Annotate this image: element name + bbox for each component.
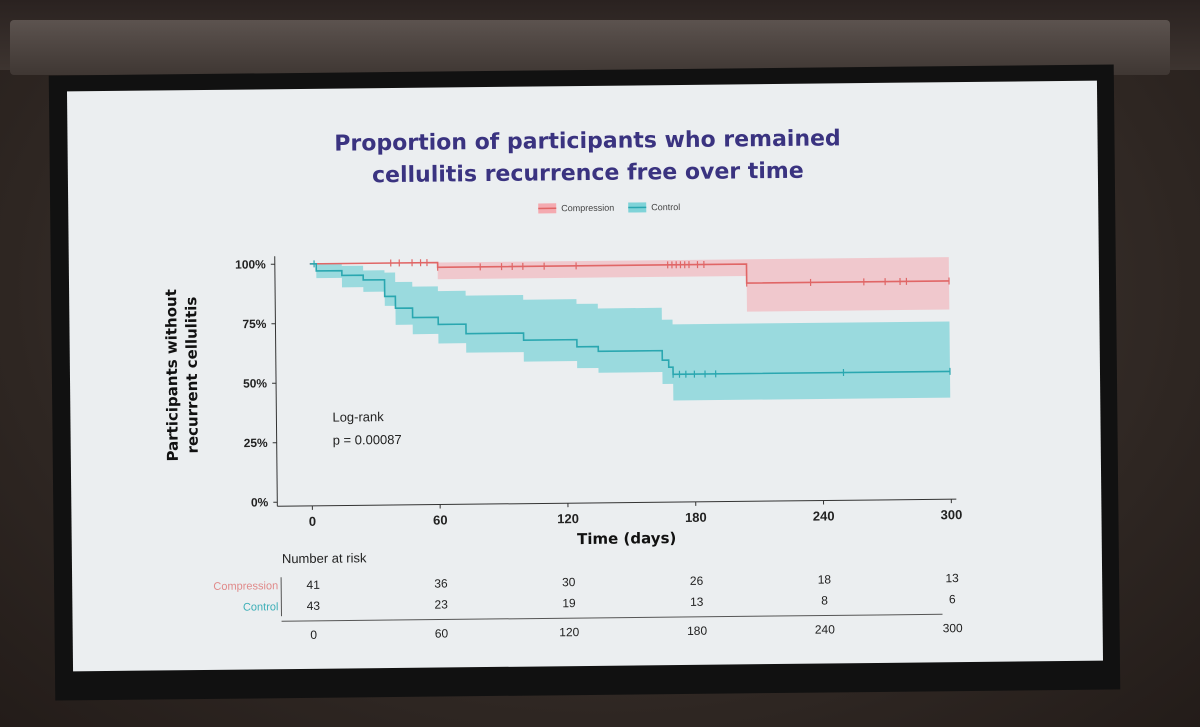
risk-cell-control: 6 xyxy=(949,592,956,606)
y-tick-label: 100% xyxy=(235,257,266,271)
y-tick-label: 25% xyxy=(244,436,268,450)
plot-area xyxy=(270,256,957,510)
legend-label-control: Control xyxy=(651,202,680,212)
risk-table-x-axis xyxy=(281,613,943,622)
x-tick-label: 0 xyxy=(309,514,316,529)
x-tick-label: 120 xyxy=(557,511,579,526)
chart-title-line-1: Proportion of participants who remained xyxy=(334,126,841,156)
risk-cell-compression: 30 xyxy=(562,575,576,589)
risk-x-tick-label: 300 xyxy=(943,621,963,635)
presentation-slide: Proportion of participants who remained … xyxy=(66,80,1104,672)
survival-line-control xyxy=(309,263,950,376)
y-tick-label: 0% xyxy=(251,495,269,509)
risk-x-tick-label: 240 xyxy=(815,622,835,636)
ci-band-control xyxy=(309,263,951,401)
risk-table-title: Number at risk xyxy=(282,550,367,566)
ci-band-compression xyxy=(309,257,950,312)
chart-legend: Compression Control xyxy=(538,202,680,214)
risk-x-tick-label: 60 xyxy=(435,626,449,640)
risk-cell-compression: 18 xyxy=(818,572,832,586)
x-axis-title: Time (days) xyxy=(577,529,676,548)
survival-chart: Proportion of participants who remained … xyxy=(162,126,963,642)
projector-screen-housing xyxy=(0,0,1200,75)
chart-title-line-2: cellulitis recurrence free over time xyxy=(372,159,804,189)
risk-cell-compression: 13 xyxy=(945,571,959,585)
risk-cell-compression: 26 xyxy=(690,574,704,588)
risk-x-tick-label: 120 xyxy=(559,625,579,639)
risk-cell-compression: 41 xyxy=(306,578,320,592)
y-axis-title-line-2: recurrent cellulitis xyxy=(182,297,202,454)
p-value-label: p = 0.00087 xyxy=(333,432,402,448)
risk-x-tick-label: 0 xyxy=(310,628,317,642)
survival-line-compression xyxy=(309,261,950,284)
y-tick-label: 50% xyxy=(243,376,267,390)
y-axis-title: Participants without recurrent celluliti… xyxy=(162,289,202,462)
x-tick-label: 60 xyxy=(433,512,448,527)
legend-label-compression: Compression xyxy=(561,203,614,214)
y-tick-label: 75% xyxy=(242,317,266,331)
risk-cell-control: 19 xyxy=(562,596,576,610)
x-tick-label: 240 xyxy=(813,508,835,523)
logrank-label: Log-rank xyxy=(332,409,384,425)
risk-cell-control: 13 xyxy=(690,595,704,609)
risk-cell-control: 23 xyxy=(434,597,448,611)
x-axis-line xyxy=(277,498,957,507)
risk-x-tick-label: 180 xyxy=(687,624,707,638)
risk-row-name-compression: Compression xyxy=(213,580,278,593)
x-tick-label: 300 xyxy=(941,507,963,522)
x-tick-label: 180 xyxy=(685,510,707,525)
y-axis-line xyxy=(274,256,278,507)
risk-cell-compression: 36 xyxy=(434,576,448,590)
risk-cell-control: 43 xyxy=(307,599,321,613)
y-axis-title-line-1: Participants without xyxy=(162,289,182,462)
risk-row-name-control: Control xyxy=(243,601,279,613)
risk-cell-control: 8 xyxy=(821,593,828,607)
